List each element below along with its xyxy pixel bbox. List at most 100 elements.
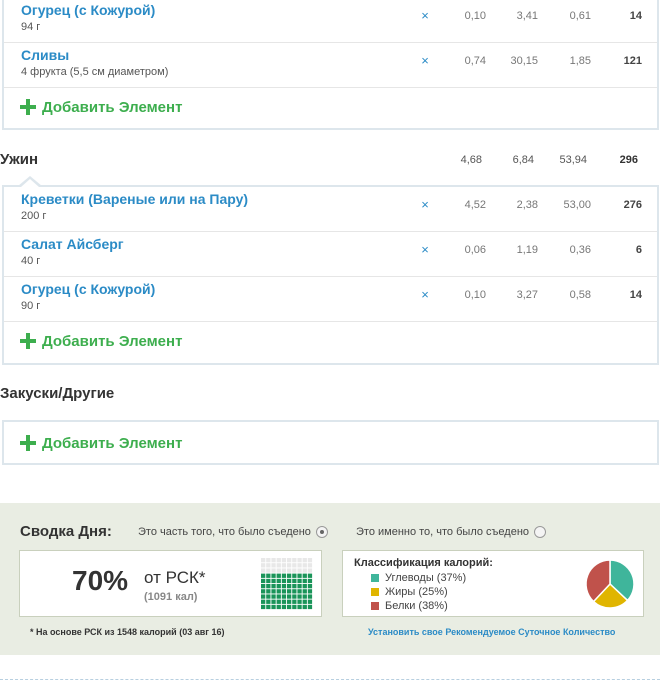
delete-icon[interactable]: ×: [421, 53, 429, 68]
progress-cell: [292, 584, 297, 589]
rsk-footnote: * На основе РСК из 1548 калорий (03 авг …: [30, 627, 225, 637]
progress-cell: [302, 594, 307, 599]
meal-title-snacks: Закуски/Другие: [0, 385, 115, 402]
progress-cell: [281, 568, 287, 573]
progress-cell: [292, 573, 297, 578]
progress-cell: [307, 604, 313, 610]
progress-cell: [287, 573, 292, 578]
fat-value: 30,15: [510, 55, 538, 67]
progress-cell: [271, 584, 276, 589]
progress-cell: [276, 578, 281, 584]
food-name-link[interactable]: Огурец (с Кожурой): [21, 281, 156, 297]
progress-cell: [297, 563, 302, 568]
delete-icon[interactable]: ×: [421, 8, 429, 23]
add-item-label: Добавить Элемент: [42, 332, 183, 350]
progress-cell: [266, 573, 271, 578]
progress-cell: [297, 578, 302, 584]
progress-cell: [266, 594, 271, 599]
progress-cell: [292, 589, 297, 594]
add-item-label: Добавить Элемент: [42, 434, 183, 452]
food-name-link[interactable]: Сливы: [21, 47, 70, 63]
radio-eaten-exact[interactable]: Это именно то, что было съедено: [356, 526, 547, 538]
add-item-button[interactable]: Добавить Элемент: [20, 432, 182, 454]
progress-cell: [271, 578, 276, 584]
progress-cell: [302, 599, 307, 604]
progress-cell: [302, 573, 307, 578]
add-item-button[interactable]: Добавить Элемент: [20, 330, 182, 352]
supper-total-fat: 6,84: [512, 154, 534, 166]
progress-cell: [281, 578, 287, 584]
rsk-progress-grid: [261, 558, 313, 610]
progress-cell: [271, 589, 276, 594]
classification-title: Классификация калорий:: [354, 557, 493, 569]
progress-cell: [297, 604, 302, 610]
progress-cell: [261, 604, 266, 610]
progress-cell: [281, 573, 287, 578]
legend-fats: Жиры (25%): [371, 586, 448, 598]
progress-cell: [266, 599, 271, 604]
set-rsk-link[interactable]: Установить свое Рекомендуемое Суточное К…: [368, 627, 616, 637]
legend-label: Углеводы (37%): [385, 572, 467, 584]
progress-cell: [297, 573, 302, 578]
carb-value: 0,61: [569, 10, 591, 22]
food-name-link[interactable]: Салат Айсберг: [21, 236, 124, 252]
progress-cell: [297, 599, 302, 604]
calorie-value: 14: [629, 289, 642, 301]
progress-cell: [271, 604, 276, 610]
rsk-kcal: (1091 кал): [144, 591, 198, 603]
pie-slice: [592, 582, 629, 609]
calorie-pie-chart: [585, 559, 635, 609]
plus-icon: [20, 435, 36, 451]
progress-cell: [281, 558, 287, 563]
progress-cell: [307, 594, 313, 599]
progress-cell: [297, 594, 302, 599]
progress-cell: [271, 594, 276, 599]
progress-cell: [307, 589, 313, 594]
progress-cell: [276, 573, 281, 578]
delete-icon[interactable]: ×: [421, 287, 429, 302]
progress-cell: [266, 558, 271, 563]
delete-icon[interactable]: ×: [421, 197, 429, 212]
progress-cell: [281, 594, 287, 599]
food-quantity: 90 г: [21, 300, 41, 312]
legend-swatch: [371, 602, 379, 610]
progress-cell: [302, 563, 307, 568]
progress-cell: [302, 578, 307, 584]
plus-icon: [20, 99, 36, 115]
radio-eaten-part[interactable]: Это часть того, что было съедено: [138, 526, 328, 538]
fat-value: 1,19: [516, 244, 538, 256]
progress-cell: [266, 578, 271, 584]
supper-total-carb: 53,94: [559, 154, 587, 166]
protein-value: 0,06: [464, 244, 486, 256]
progress-cell: [281, 589, 287, 594]
progress-cell: [281, 599, 287, 604]
progress-cell: [307, 578, 313, 584]
calorie-value: 14: [629, 10, 642, 22]
supper-total-protein: 4,68: [460, 154, 482, 166]
progress-cell: [266, 568, 271, 573]
food-name-link[interactable]: Креветки (Вареные или на Пару): [21, 191, 249, 207]
radio-button[interactable]: [534, 526, 547, 538]
progress-cell: [266, 589, 271, 594]
section-arrow-inner: [21, 179, 39, 187]
progress-cell: [297, 568, 302, 573]
food-quantity: 40 г: [21, 255, 41, 267]
delete-icon[interactable]: ×: [421, 242, 429, 257]
meal-card-supper: Креветки (Вареные или на Пару) 200 г × 4…: [2, 185, 659, 365]
protein-value: 0,10: [464, 10, 486, 22]
progress-cell: [292, 563, 297, 568]
meal-title-supper: Ужин: [0, 151, 39, 168]
radio-button-selected[interactable]: [315, 526, 328, 538]
food-name-link[interactable]: Огурец (с Кожурой): [21, 2, 156, 18]
calorie-value: 276: [623, 199, 642, 211]
radio-eaten-part-label: Это часть того, что было съедено: [138, 526, 311, 538]
progress-cell: [307, 568, 313, 573]
progress-cell: [292, 604, 297, 610]
progress-cell: [261, 573, 266, 578]
progress-cell: [307, 584, 313, 589]
day-summary-panel: Сводка Дня: Это часть того, что было съе…: [0, 503, 660, 655]
supper-total-calories: 296: [619, 154, 638, 166]
progress-cell: [302, 568, 307, 573]
add-item-button[interactable]: Добавить Элемент: [20, 96, 182, 118]
progress-cell: [276, 604, 281, 610]
